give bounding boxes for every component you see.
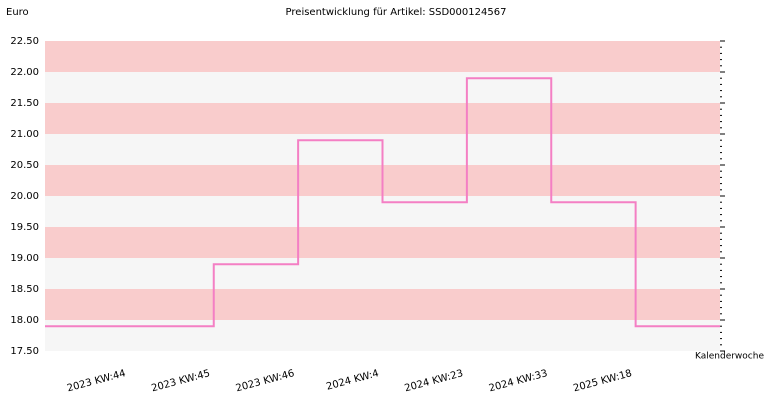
y-axis-label: Euro	[6, 7, 29, 18]
x-tick-label: 2023 KW:44	[66, 368, 127, 394]
band	[45, 258, 720, 289]
band	[45, 320, 720, 351]
band	[45, 227, 720, 258]
y-tick-label: 22.00	[10, 67, 39, 78]
x-tick-label: 2025 KW:18	[572, 368, 633, 394]
y-tick-label: 20.50	[10, 160, 39, 171]
x-tick-label: 2024 KW:4	[325, 368, 380, 393]
band	[45, 103, 720, 134]
y-tick-label: 19.50	[10, 222, 39, 233]
y-tick-label: 18.00	[10, 315, 39, 326]
y-tick-label: 22.50	[10, 36, 39, 47]
y-tick-label: 21.50	[10, 98, 39, 109]
x-tick-label: 2024 KW:33	[488, 368, 549, 394]
chart-title: Preisentwicklung für Artikel: SSD0001245…	[286, 7, 507, 18]
y-tick-label: 17.50	[10, 346, 39, 357]
bands	[45, 41, 720, 351]
band	[45, 41, 720, 72]
y-tick-label: 18.50	[10, 284, 39, 295]
y-tick-label: 19.00	[10, 253, 39, 264]
price-line	[45, 77, 720, 328]
y-tick-label: 21.00	[10, 129, 39, 140]
band	[45, 72, 720, 103]
band	[45, 289, 720, 320]
x-tick-label: 2023 KW:46	[235, 368, 296, 394]
x-tick-label: 2023 KW:45	[150, 368, 211, 394]
y-tick-label: 20.00	[10, 191, 39, 202]
x-tick-label: 2024 KW:23	[403, 368, 464, 394]
x-axis-label: Kalenderwoche	[695, 352, 764, 362]
